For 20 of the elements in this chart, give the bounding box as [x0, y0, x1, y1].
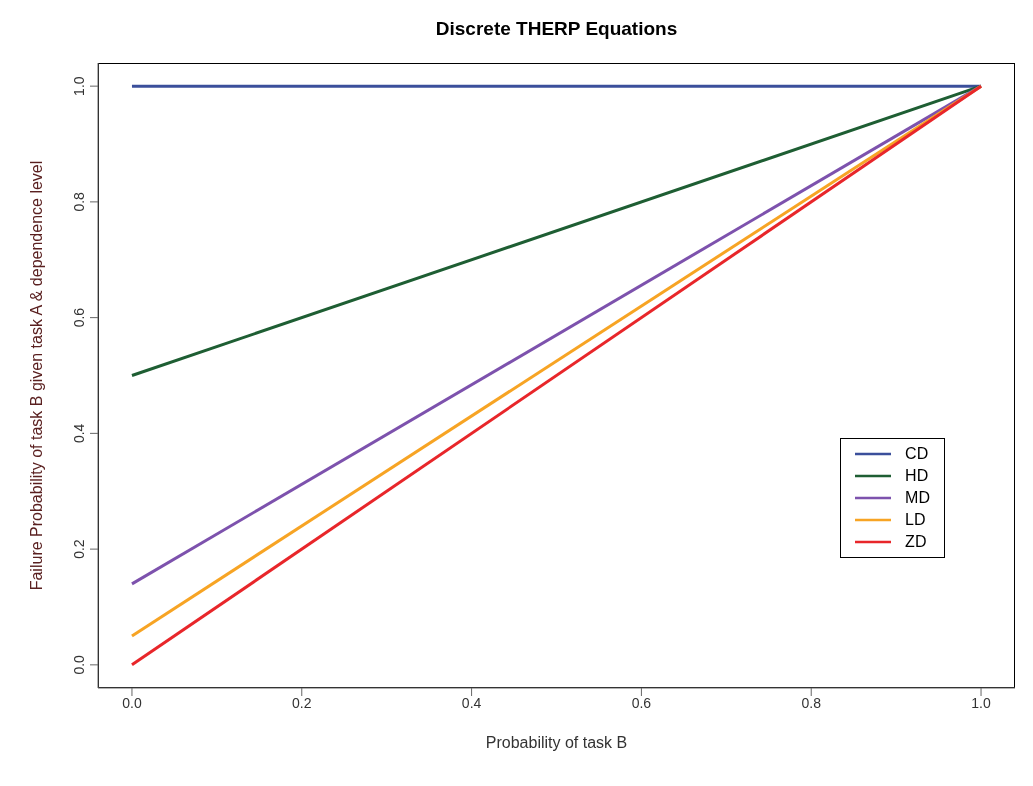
legend-label: ZD [905, 533, 927, 551]
y-tick-label: 1.0 [71, 76, 87, 96]
legend-label: MD [905, 489, 930, 507]
x-tick-label: 0.0 [122, 694, 142, 711]
x-axis-title: Probability of task B [485, 734, 628, 751]
x-tick-label: 0.8 [801, 694, 822, 711]
x-tick-label: 0.4 [461, 694, 482, 711]
y-tick-label: 0.0 [71, 654, 87, 675]
y-tick-label: 0.6 [71, 307, 87, 328]
x-tick-label: 1.0 [971, 694, 991, 711]
x-tick-label: 0.6 [631, 694, 652, 711]
legend-label: HD [905, 467, 929, 485]
legend-label: LD [905, 511, 926, 529]
y-axis-title: Failure Probability of task B given task A & dependence level [27, 160, 45, 591]
y-tick-label: 0.8 [71, 191, 87, 212]
x-tick-label: 0.2 [292, 694, 312, 711]
y-tick-label: 0.2 [71, 539, 87, 559]
chart-title: Discrete THERP Equations [434, 18, 679, 40]
y-tick-label: 0.4 [71, 423, 87, 444]
legend-label: CD [905, 445, 929, 463]
